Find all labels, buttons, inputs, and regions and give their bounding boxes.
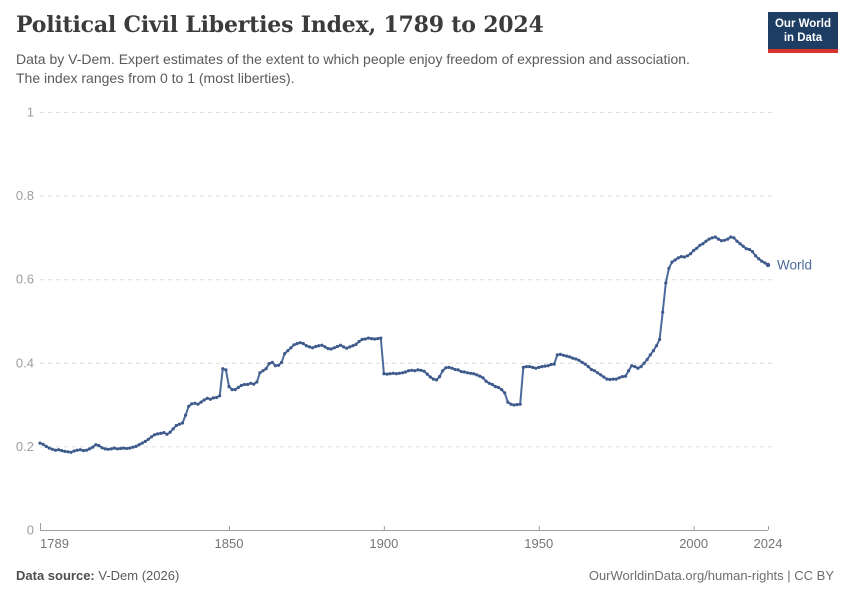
y-tick-label-0: 0 bbox=[27, 523, 34, 538]
y-tick-label-0.8: 0.8 bbox=[16, 188, 34, 203]
chart-footer: Data source: V-Dem (2026) OurWorldinData… bbox=[16, 568, 834, 583]
x-tick-label-1950: 1950 bbox=[524, 536, 553, 551]
y-tick-label-0.2: 0.2 bbox=[16, 439, 34, 454]
world-series-markers bbox=[38, 235, 770, 454]
world-series-line[interactable] bbox=[39, 236, 769, 454]
x-tick-label-1850: 1850 bbox=[215, 536, 244, 551]
data-source-label: Data source: bbox=[16, 568, 95, 583]
logo-line-1: Our World bbox=[774, 18, 831, 30]
x-tick-label-1789: 1789 bbox=[40, 536, 69, 551]
page-title: Political Civil Liberties Index, 1789 to… bbox=[16, 12, 544, 38]
data-source-value: V-Dem (2026) bbox=[94, 568, 180, 583]
logo-line-2: in Data bbox=[783, 32, 823, 44]
subtitle-line-2: The index ranges from 0 to 1 (most liber… bbox=[16, 70, 295, 86]
chart-subtitle: Data by V-Dem. Expert estimates of the e… bbox=[16, 50, 690, 88]
series-label-world[interactable]: World bbox=[777, 257, 812, 272]
x-tick-label-2024: 2024 bbox=[754, 536, 783, 551]
subtitle-line-1: Data by V-Dem. Expert estimates of the e… bbox=[16, 51, 690, 67]
data-source: Data source: V-Dem (2026) bbox=[16, 568, 179, 583]
y-tick-label-0.4: 0.4 bbox=[16, 355, 34, 370]
x-tick-label-2000: 2000 bbox=[679, 536, 708, 551]
y-tick-label-0.6: 0.6 bbox=[16, 272, 34, 287]
footer-link[interactable]: OurWorldinData.org/human-rights | CC BY bbox=[588, 568, 834, 583]
y-tick-label-1: 1 bbox=[27, 105, 34, 120]
series-end-dot bbox=[765, 262, 771, 268]
x-tick-label-1900: 1900 bbox=[369, 536, 398, 551]
owid-logo[interactable]: Our World in Data bbox=[767, 12, 838, 53]
